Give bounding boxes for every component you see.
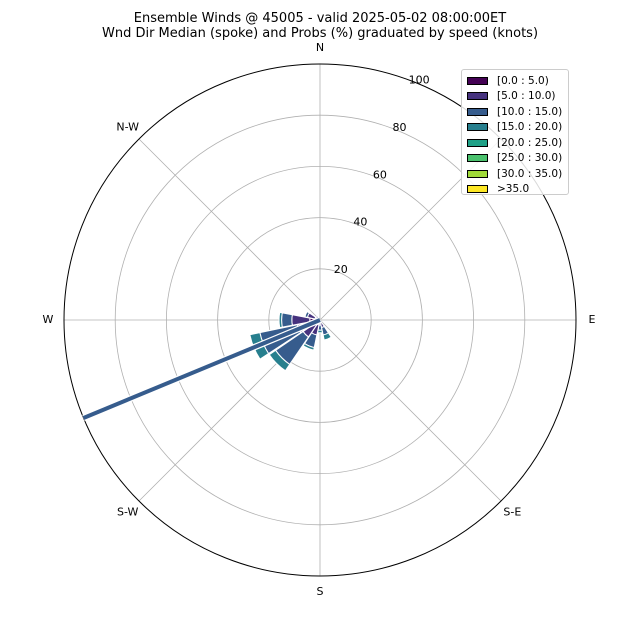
legend-swatch (467, 123, 488, 132)
direction-label: S (317, 585, 324, 598)
radial-tick-label: 40 (353, 216, 367, 229)
direction-label: N (316, 41, 324, 54)
legend-item: [5.0 : 10.0) (467, 89, 568, 105)
legend-swatch (467, 76, 488, 85)
legend-item: [25.0 : 30.0) (467, 151, 568, 167)
radial-tick-label: 20 (334, 263, 348, 276)
direction-label: S-W (117, 505, 139, 518)
legend-swatch (467, 185, 488, 194)
legend-item: [30.0 : 35.0) (467, 166, 568, 182)
legend: [0.0 : 5.0) [5.0 : 10.0) [10.0 : 15.0) [15.… (461, 69, 569, 195)
legend-item: [15.0 : 20.0) (467, 120, 568, 136)
radial-tick-label: 60 (373, 168, 387, 181)
legend-swatch (467, 107, 488, 116)
wind-bar-202.5-bin-3 (302, 342, 315, 351)
direction-label: N-W (116, 121, 139, 134)
radial-tick-labels: 20 40 60 80 100 (334, 74, 430, 276)
legend-label: [15.0 : 20.0) (497, 121, 563, 134)
direction-label: E (589, 313, 596, 326)
chart-title: Ensemble Winds @ 45005 - valid 2025-05-0… (133, 11, 507, 26)
legend-label: [5.0 : 10.0) (497, 90, 556, 103)
outer-frame (63, 63, 577, 577)
legend-swatch (467, 138, 488, 147)
direction-label: S-E (503, 505, 521, 518)
chart-subtitle: Wnd Dir Median (spoke) and Probs (%) gra… (101, 26, 539, 41)
median-spoke-layer (82, 316, 322, 421)
wind-bar-225-bin-3 (268, 349, 291, 372)
legend-item: >35.0 (467, 182, 568, 198)
chart-title-block: Ensemble Winds @ 45005 - valid 2025-05-0… (0, 11, 640, 41)
wind-bar-180-bin-3 (317, 329, 323, 334)
legend-item: [20.0 : 25.0) (467, 135, 568, 151)
legend-item: [0.0 : 5.0) (467, 73, 568, 89)
direction-label: W (43, 313, 54, 326)
median-spoke (82, 318, 321, 420)
wind-bar-270-bin-2 (281, 312, 293, 328)
wind-bar-292.5-bin-2 (304, 310, 310, 318)
legend-label: [30.0 : 35.0) (497, 167, 563, 180)
legend-swatch (467, 92, 488, 101)
radial-tick-label: 100 (409, 74, 430, 87)
grid-spoke (319, 319, 502, 502)
direction-labels: N E S-E S S-W W N-W (43, 41, 596, 598)
wind-bar-270-bin-3 (278, 311, 283, 329)
grid-spoke (138, 138, 321, 321)
wind-bar-157.5-bin-3 (322, 332, 332, 341)
legend-item: [10.0 : 15.0) (467, 104, 568, 120)
legend-swatch (467, 154, 488, 163)
legend-label: [20.0 : 25.0) (497, 136, 563, 149)
legend-label: [25.0 : 30.0) (497, 152, 563, 165)
legend-label: [0.0 : 5.0) (497, 74, 549, 87)
legend-label: [10.0 : 15.0) (497, 105, 563, 118)
radial-tick-label: 80 (393, 121, 407, 134)
legend-swatch (467, 169, 488, 178)
legend-label: >35.0 (497, 183, 530, 196)
